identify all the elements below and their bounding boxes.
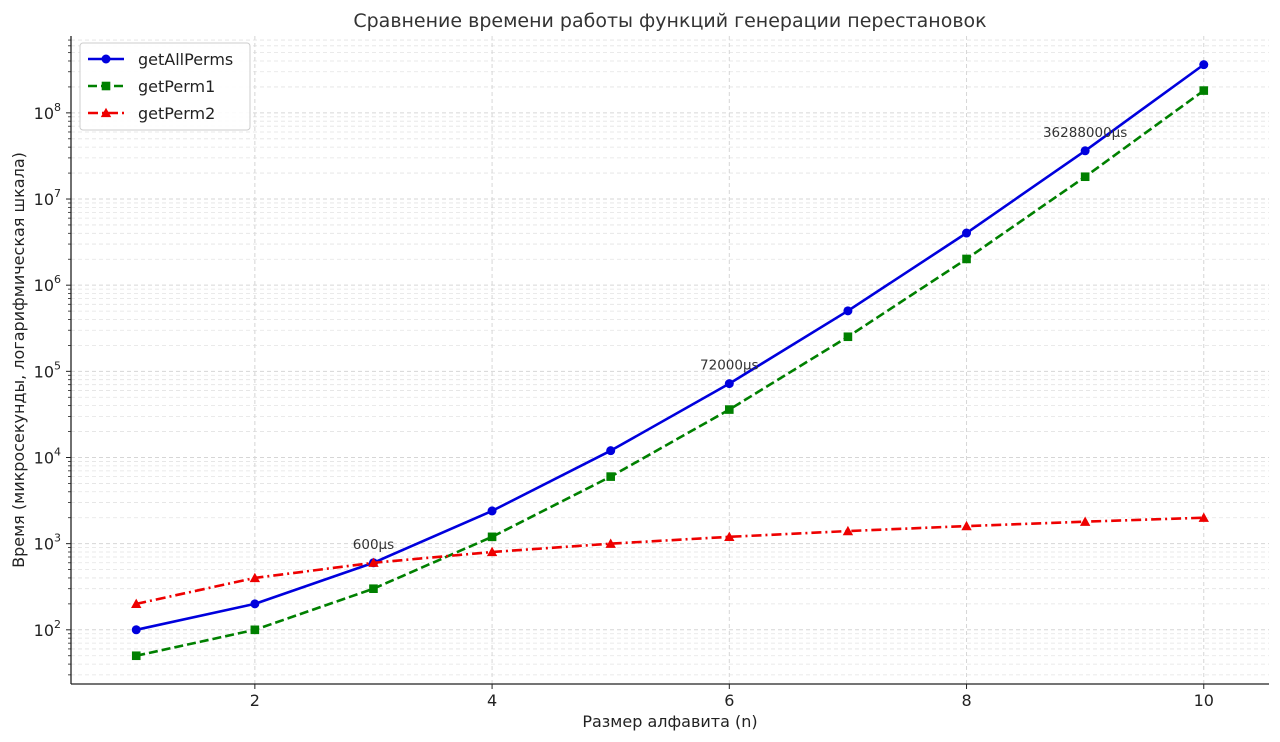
data-point [606,472,615,481]
series-getPerm1 [131,86,1209,661]
series-line [135,89,1205,658]
legend-marker [101,81,111,91]
data-point [131,598,142,609]
data-point [486,546,498,557]
axes: 102 103 104 105 106 107 108 2 4 6 8 10 [34,36,1269,710]
chart-title: Сравнение времени работы функций генерац… [353,10,986,32]
y-tick-label: 106 [34,273,61,295]
y-tick-label: 108 [34,101,61,123]
x-tick-label: 4 [487,691,497,710]
data-point [842,525,854,536]
data-point [131,625,141,635]
data-point [606,446,616,456]
legend-box [79,42,251,131]
data-point [843,306,853,316]
y-axis-label: Время (микросекунды, логарифмическая шка… [9,152,28,568]
legend: getAllPerms getPerm1 getPerm2 [79,42,251,131]
legend-label: getPerm2 [138,104,215,123]
data-point [962,254,971,264]
x-tick-label: 8 [961,691,971,710]
data-point [250,625,260,635]
y-tick-label: 104 [34,445,61,467]
data-point [249,572,261,583]
series-line [135,516,1204,606]
legend-marker [100,107,112,118]
x-tick-label: 6 [724,691,734,710]
legend-label: getAllPerms [138,50,233,69]
data-point [725,405,734,414]
data-point [605,538,616,548]
annotation-label: 36288000μs [1043,125,1127,141]
data-point [487,532,497,542]
annotations: 600μs 72000μs 36288000μs [353,125,1128,553]
x-axis-label: Размер алфавита (n) [582,712,757,731]
data-point [724,379,734,389]
data-point [368,557,379,567]
series-line [135,63,1205,632]
series-layer [131,60,1209,661]
data-point [250,599,260,609]
data-point [487,506,497,516]
data-point [1080,146,1090,156]
series-getPerm2 [131,512,1209,609]
data-point [1080,172,1090,182]
x-tick-label: 2 [250,691,260,710]
data-point [1079,516,1091,526]
data-point [1198,512,1209,522]
annotation-label: 600μs [353,537,394,553]
y-tick-label: 102 [34,618,61,640]
annotation-label: 72000μs [700,358,759,374]
legend-label: getPerm1 [138,77,215,96]
grid [71,36,1269,684]
data-point [961,520,972,531]
data-point [1199,86,1209,95]
legend-item: getPerm2 [88,104,215,123]
y-tick-label: 107 [34,187,61,209]
y-tick-label: 105 [34,359,61,381]
legend-item: getPerm1 [88,77,215,96]
series-getAllPerms [131,60,1209,635]
data-point [962,228,972,238]
data-point [369,584,378,594]
legend-item: getAllPerms [88,50,233,69]
data-point [1199,60,1209,70]
legend-marker [101,54,111,64]
data-point [843,332,853,342]
y-tick-label: 103 [34,532,61,554]
x-tick-label: 10 [1194,691,1214,710]
data-point [131,651,141,661]
data-point [724,531,735,541]
